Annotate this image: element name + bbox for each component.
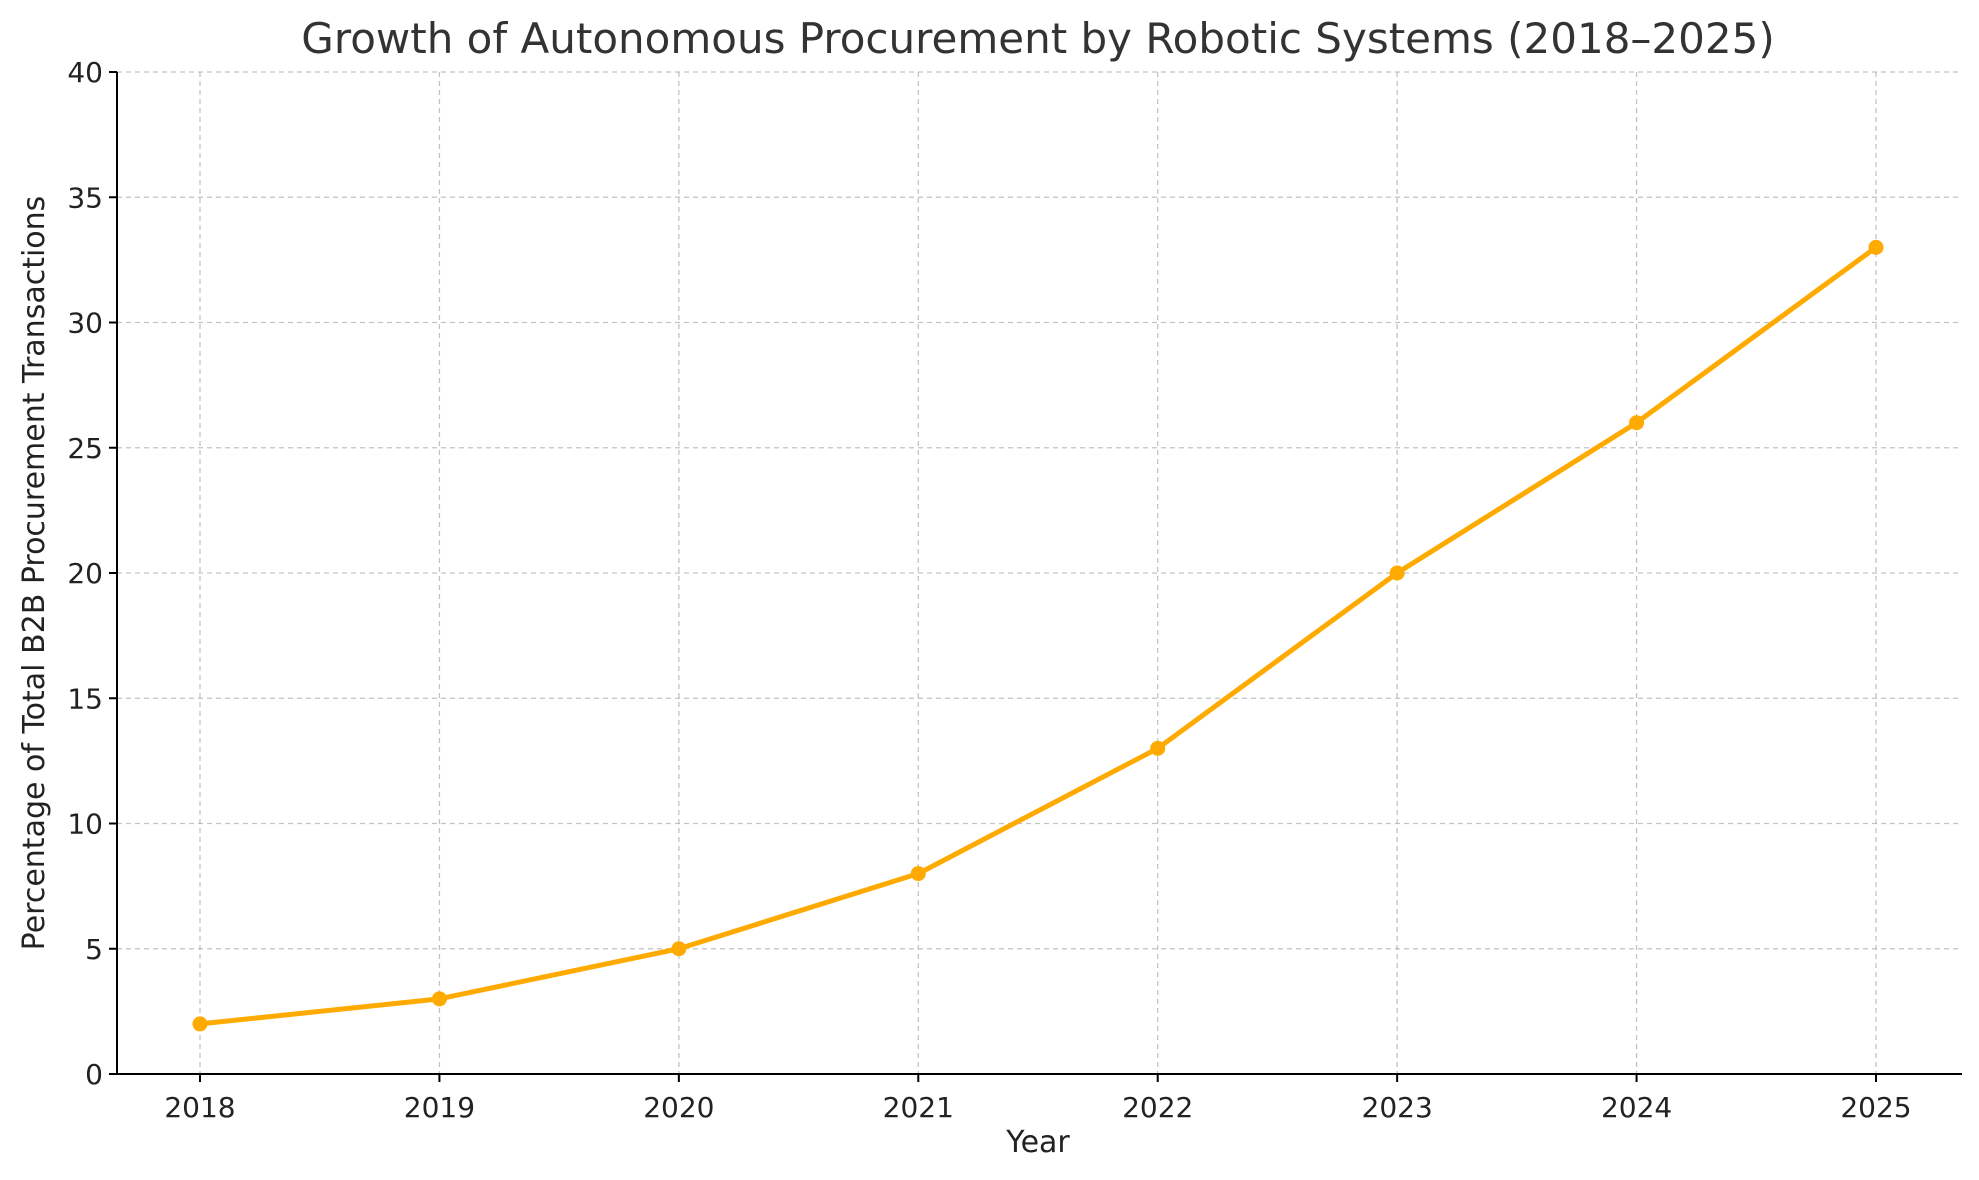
y-tick-label: 20 xyxy=(67,557,103,590)
x-tick-label: 2019 xyxy=(404,1091,475,1124)
data-point-2024 xyxy=(1629,415,1645,431)
series-line xyxy=(197,244,1879,1027)
data-point-2019 xyxy=(431,991,447,1007)
x-tick-label: 2018 xyxy=(164,1091,235,1124)
data-point-2023 xyxy=(1389,565,1405,581)
x-axis-title: Year xyxy=(1005,1125,1070,1160)
labels: Growth of Autonomous Procurement by Robo… xyxy=(17,14,1775,1160)
y-tick-label: 10 xyxy=(67,808,103,841)
y-tick-label: 25 xyxy=(67,432,103,465)
y-tick-label: 5 xyxy=(85,933,103,966)
y-tick-label: 30 xyxy=(67,307,103,340)
data-point-2025 xyxy=(1868,239,1884,255)
x-tick-label: 2022 xyxy=(1122,1091,1193,1124)
series xyxy=(192,239,1884,1032)
grid xyxy=(117,71,1962,1075)
data-point-2018 xyxy=(192,1016,208,1032)
data-point-2021 xyxy=(910,866,926,882)
data-point-2020 xyxy=(671,941,687,957)
y-tick-label: 35 xyxy=(67,181,103,214)
x-tick-label: 2023 xyxy=(1362,1091,1433,1124)
y-tick-label: 0 xyxy=(85,1058,103,1091)
x-tick-label: 2025 xyxy=(1840,1091,1911,1124)
x-tick-label: 2021 xyxy=(883,1091,954,1124)
x-tick-label: 2020 xyxy=(643,1091,714,1124)
y-tick-label: 15 xyxy=(67,682,103,715)
chart-title: Growth of Autonomous Procurement by Robo… xyxy=(301,14,1774,63)
y-tick-label: 40 xyxy=(67,56,103,89)
y-axis-title: Percentage of Total B2B Procurement Tran… xyxy=(17,196,52,951)
data-point-2022 xyxy=(1150,740,1166,756)
x-tick-label: 2024 xyxy=(1601,1091,1672,1124)
